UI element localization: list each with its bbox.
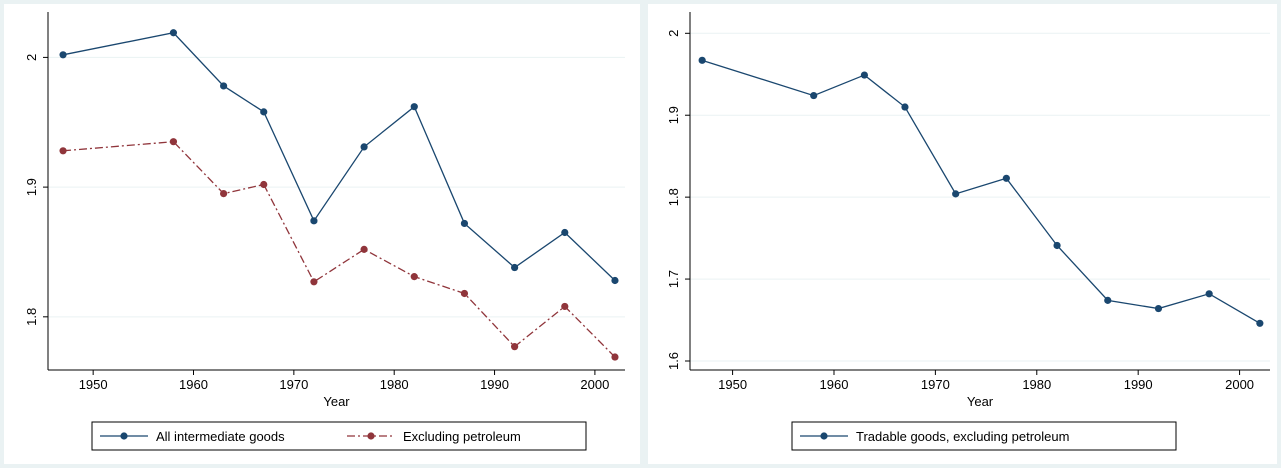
y-tick-label: 2 <box>24 54 39 61</box>
series-line <box>62 141 616 358</box>
point <box>410 103 418 111</box>
point <box>1002 174 1010 182</box>
point <box>260 108 268 116</box>
point <box>1205 290 1213 298</box>
y-tick-label: 1.9 <box>24 178 39 196</box>
point <box>310 217 318 225</box>
legend <box>791 421 1177 451</box>
x-tick-label: 1970 <box>279 377 308 392</box>
point <box>1154 304 1163 313</box>
point <box>561 228 569 237</box>
point <box>220 82 228 90</box>
point <box>410 273 418 281</box>
point <box>1104 296 1112 304</box>
x-tick-label: 1950 <box>79 377 108 392</box>
y-tick-label: 1.9 <box>666 106 681 124</box>
x-tick-label: 1970 <box>921 377 950 392</box>
y-tick-label: 1.8 <box>666 188 681 206</box>
point <box>901 103 909 111</box>
point <box>511 343 519 351</box>
point <box>360 245 368 253</box>
point <box>260 180 268 189</box>
plot-area <box>48 12 625 370</box>
point <box>561 302 569 311</box>
y-tick-label: 1.7 <box>666 270 681 288</box>
x-tick-label: 1960 <box>179 377 208 392</box>
legend <box>91 421 587 451</box>
point <box>611 353 619 361</box>
point <box>169 29 178 37</box>
point <box>1256 319 1264 327</box>
point <box>611 276 619 285</box>
point <box>460 289 469 298</box>
y-tick-label: 2 <box>666 30 681 37</box>
x-tick-label: 1980 <box>1022 377 1051 392</box>
legend-label: Tradable goods, excluding petroleum <box>856 429 1069 444</box>
point <box>59 51 67 59</box>
point <box>310 278 318 286</box>
point <box>59 147 67 155</box>
legend-marker <box>367 432 375 440</box>
x-tick-label: 1990 <box>1124 377 1153 392</box>
x-axis-label: Year <box>967 394 994 409</box>
point <box>860 71 869 79</box>
legend-label: Excluding petroleum <box>403 429 521 444</box>
point <box>360 143 368 151</box>
legend-marker <box>820 432 828 440</box>
point <box>511 263 519 272</box>
x-tick-label: 1990 <box>480 377 509 392</box>
x-tick-label: 1960 <box>820 377 849 392</box>
x-axis-label: Year <box>323 394 350 409</box>
legend-marker <box>120 432 128 440</box>
x-tick-label: 1950 <box>718 377 747 392</box>
point <box>220 189 228 198</box>
point <box>169 138 178 146</box>
point <box>460 219 469 228</box>
x-tick-label: 2000 <box>580 377 609 392</box>
y-tick-label: 1.6 <box>666 352 681 370</box>
point <box>810 91 818 100</box>
plot-area <box>690 12 1270 370</box>
y-tick-label: 1.8 <box>24 308 39 326</box>
x-tick-label: 1980 <box>380 377 409 392</box>
point <box>1053 241 1061 250</box>
point <box>698 56 706 64</box>
legend-label: All intermediate goods <box>156 429 285 444</box>
point <box>952 190 960 198</box>
x-tick-label: 2000 <box>1225 377 1254 392</box>
